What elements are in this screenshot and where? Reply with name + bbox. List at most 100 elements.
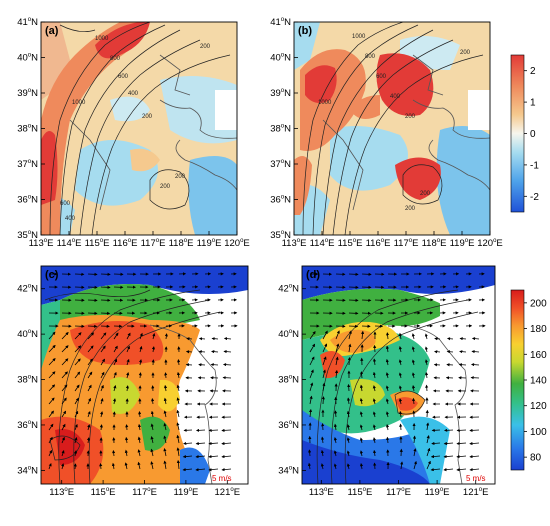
wind-vector bbox=[100, 464, 101, 469]
contour-label: 1000 bbox=[318, 100, 332, 106]
wind-vector bbox=[224, 364, 231, 365]
contour-label: 1000 bbox=[72, 100, 86, 106]
contour-label: 400 bbox=[390, 94, 401, 100]
y-tick-label: 37oN bbox=[270, 159, 291, 170]
x-tick-label: 117oE bbox=[394, 238, 419, 249]
contour-label: 600 bbox=[118, 74, 129, 80]
y-tick-label: 36oN bbox=[17, 195, 38, 206]
wind-vector bbox=[140, 373, 141, 378]
wind-vector bbox=[349, 358, 350, 365]
contour-label: 200 bbox=[175, 174, 186, 180]
y-tick-label: 38oN bbox=[278, 375, 299, 386]
y-tick-label: 36oN bbox=[278, 420, 299, 431]
colorbar-tick-label: 2 bbox=[530, 66, 536, 77]
contour-label: 800 bbox=[110, 56, 121, 62]
y-tick-label: 39oN bbox=[270, 88, 291, 99]
panel-d-field bbox=[302, 266, 495, 484]
x-tick-label: 120oE bbox=[477, 238, 503, 249]
colorbar-top-ticks: 2 1 0 -1 -2 bbox=[524, 66, 539, 203]
wind-vector bbox=[472, 364, 479, 365]
wind-vector bbox=[348, 385, 349, 391]
panel-c-field bbox=[41, 266, 248, 484]
y-tick-label: 38oN bbox=[270, 124, 291, 135]
x-tick-label: 116oE bbox=[366, 238, 391, 249]
colorbar-tick-label: 120 bbox=[530, 401, 547, 412]
contour-label: 200 bbox=[405, 114, 416, 120]
panel-a-label: (a) bbox=[45, 25, 59, 37]
y-tick-label: 35oN bbox=[270, 230, 291, 241]
colorbar-tick-label: 200 bbox=[530, 298, 547, 309]
colorbar-tick-label: 0 bbox=[530, 129, 536, 140]
colorbar-tick-label: -2 bbox=[530, 192, 539, 203]
wind-vector bbox=[374, 463, 375, 469]
y-tick-label: 41oN bbox=[270, 17, 291, 28]
x-tick-label: 115oE bbox=[91, 487, 116, 498]
y-tick-label: 42oN bbox=[278, 284, 299, 295]
y-tick-label: 36oN bbox=[270, 195, 291, 206]
panel-c-label: (c) bbox=[45, 269, 59, 281]
wind-vector bbox=[199, 351, 205, 352]
y-tick-label: 36oN bbox=[17, 420, 38, 431]
y-tick-label: 38oN bbox=[17, 124, 38, 135]
colorbar-bottom-bar bbox=[511, 290, 524, 470]
x-tick-label: 118oE bbox=[169, 238, 194, 249]
x-tick-label: 118oE bbox=[422, 238, 447, 249]
y-tick-label: 40oN bbox=[17, 53, 38, 64]
contour-label: 1000 bbox=[95, 36, 109, 42]
wind-vector bbox=[447, 351, 453, 352]
x-tick-label: 115oE bbox=[347, 487, 372, 498]
colorbar-tick-label: 80 bbox=[530, 453, 542, 464]
x-tick-label: 120oE bbox=[224, 238, 250, 249]
wind-vector bbox=[222, 430, 231, 431]
y-tick-label: 40oN bbox=[270, 53, 291, 64]
contour-label: 600 bbox=[60, 201, 71, 207]
contour-label: 200 bbox=[142, 114, 153, 120]
wind-vector bbox=[374, 346, 375, 352]
x-tick-label: 114oE bbox=[310, 238, 335, 249]
wind-vector bbox=[212, 338, 218, 339]
x-tick-label: 117oE bbox=[386, 487, 411, 498]
contour-label: 400 bbox=[65, 216, 76, 222]
panel-d-label: (d) bbox=[306, 269, 320, 281]
y-tick-label: 34oN bbox=[17, 465, 38, 476]
panel-c-vector-scale: 5 m/s bbox=[212, 474, 232, 483]
wind-vector bbox=[211, 364, 218, 365]
colorbar-top-bar bbox=[511, 55, 524, 212]
colorbar-tick-label: -1 bbox=[530, 160, 539, 171]
x-tick-label: 119oE bbox=[197, 238, 222, 249]
colorbar-top: 2 1 0 -1 -2 bbox=[511, 55, 539, 212]
colorbar-tick-label: 1 bbox=[530, 98, 536, 109]
y-tick-label: 40oN bbox=[17, 329, 38, 340]
wind-vector bbox=[323, 397, 324, 404]
panel-a-field bbox=[41, 22, 237, 235]
x-tick-label: 119oE bbox=[450, 238, 475, 249]
y-tick-label: 40oN bbox=[278, 329, 299, 340]
contour-label: 1000 bbox=[352, 34, 366, 40]
wind-vector bbox=[457, 430, 466, 431]
y-tick-label: 42oN bbox=[17, 284, 38, 295]
contour-label: 600 bbox=[376, 74, 387, 80]
x-tick-label: 115oE bbox=[85, 238, 110, 249]
wind-vector bbox=[460, 338, 466, 339]
contour-label: 800 bbox=[365, 54, 376, 60]
x-tick-label: 117oE bbox=[132, 487, 157, 498]
contour-label: 200 bbox=[460, 50, 471, 56]
x-tick-label: 116oE bbox=[113, 238, 138, 249]
wind-vector bbox=[187, 338, 192, 339]
contour-label: 200 bbox=[160, 184, 171, 190]
x-tick-label: 115oE bbox=[338, 238, 363, 249]
y-tick-label: 37oN bbox=[17, 159, 38, 170]
x-tick-label: 121oE bbox=[215, 487, 241, 498]
y-tick-label: 39oN bbox=[17, 88, 38, 99]
y-tick-label: 38oN bbox=[17, 375, 38, 386]
panel-b-label: (b) bbox=[298, 25, 312, 37]
wind-vector bbox=[75, 464, 76, 469]
x-tick-label: 114oE bbox=[57, 238, 82, 249]
